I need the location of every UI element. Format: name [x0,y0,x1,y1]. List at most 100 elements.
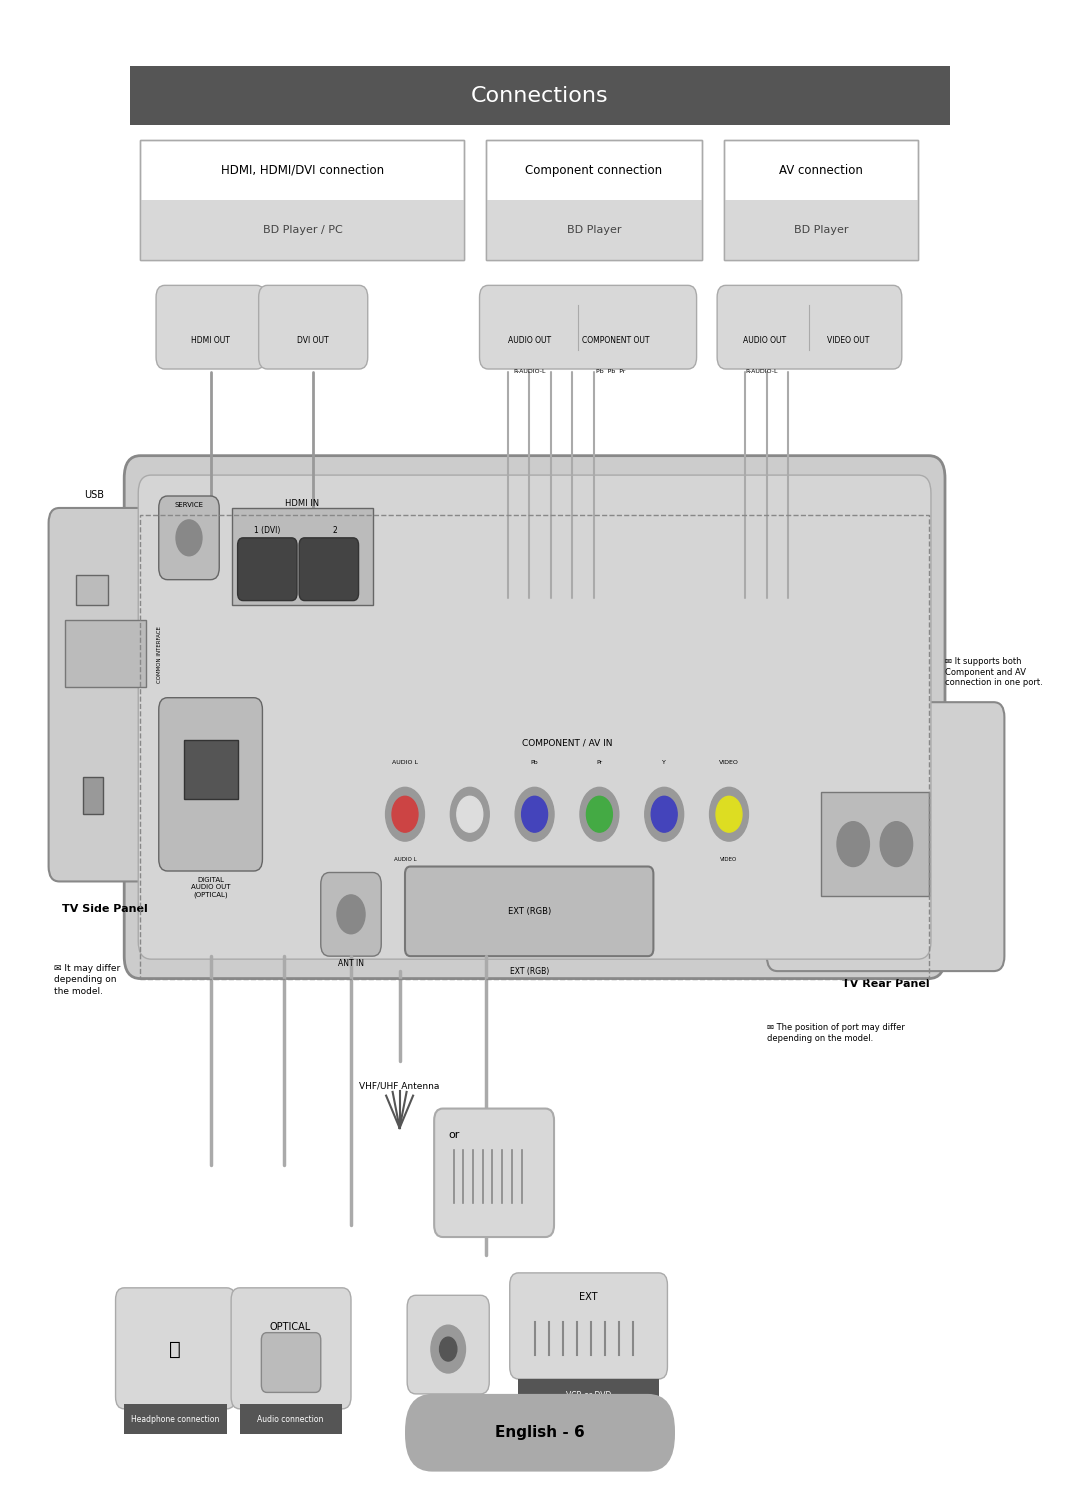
Text: Y: Y [662,760,666,765]
Bar [65,620,146,687]
Text: HDMI, HDMI/DVI connection: HDMI, HDMI/DVI connection [220,164,384,176]
Circle shape [392,796,418,832]
Circle shape [457,796,483,832]
Bar [486,140,702,260]
Text: COMMON INTERFACE: COMMON INTERFACE [157,626,162,683]
Text: 2: 2 [333,526,337,535]
Circle shape [515,787,554,841]
Bar [140,200,464,260]
FancyBboxPatch shape [159,698,262,871]
Text: DIGITAL
AUDIO OUT
(OPTICAL): DIGITAL AUDIO OUT (OPTICAL) [191,877,230,898]
Text: Connections: Connections [471,85,609,106]
Bar [518,1416,659,1449]
Bar [724,140,918,260]
Text: TV Side Panel: TV Side Panel [63,904,148,914]
Text: HDMI OUT: HDMI OUT [191,336,230,345]
Text: ✉ The position of port may differ
depending on the model.: ✉ The position of port may differ depend… [767,1023,905,1043]
Bar [124,1404,227,1434]
FancyBboxPatch shape [405,867,653,956]
Text: R-AUDIO-L: R-AUDIO-L [513,369,545,374]
Text: BD Player / PC: BD Player / PC [262,226,342,235]
Text: R-AUDIO-L: R-AUDIO-L [745,369,778,374]
Text: VIDEO OUT: VIDEO OUT [826,336,869,345]
Text: COMPONENT OUT: COMPONENT OUT [582,336,649,345]
Circle shape [580,787,619,841]
Bar [240,1404,342,1434]
Bar [140,515,929,979]
FancyBboxPatch shape [434,1109,554,1237]
Text: ✉ It may differ
depending on
the model.: ✉ It may differ depending on the model. [54,964,120,996]
Bar [140,140,464,260]
Text: AUDIO OUT: AUDIO OUT [508,336,551,345]
Text: AUDIO L: AUDIO L [392,760,418,765]
Circle shape [440,1337,457,1361]
Circle shape [337,895,365,934]
Circle shape [651,796,677,832]
Text: USB: USB [84,490,105,500]
Bar [518,1379,659,1412]
Circle shape [645,787,684,841]
Circle shape [431,1325,465,1373]
Text: TV Rear Panel: TV Rear Panel [841,979,930,989]
Text: SCART connection: SCART connection [554,1428,623,1437]
Bar [83,777,103,814]
Circle shape [837,822,869,867]
FancyBboxPatch shape [49,508,162,881]
Text: ANT IN: ANT IN [338,959,364,968]
Text: Pb: Pb [530,760,539,765]
FancyBboxPatch shape [261,1333,321,1392]
FancyBboxPatch shape [717,285,902,369]
Text: VCR or DVD: VCR or DVD [566,1391,611,1400]
Text: 🎧: 🎧 [170,1340,180,1358]
Text: 1 (DVI): 1 (DVI) [254,526,280,535]
Circle shape [450,787,489,841]
Bar [486,140,702,260]
FancyBboxPatch shape [231,1288,351,1409]
Circle shape [716,796,742,832]
Text: OPTICAL: OPTICAL [270,1322,311,1333]
Circle shape [880,822,913,867]
Text: SERVICE: SERVICE [175,502,203,508]
Bar [140,140,464,260]
FancyBboxPatch shape [116,1288,235,1409]
Text: Pr: Pr [596,760,603,765]
Text: EXT (RGB): EXT (RGB) [508,907,551,916]
Bar [821,792,929,896]
Bar [724,140,918,260]
FancyBboxPatch shape [321,872,381,956]
Circle shape [586,796,612,832]
FancyBboxPatch shape [259,285,367,369]
Text: Headphone connection: Headphone connection [131,1415,219,1424]
Bar [130,66,950,125]
Text: EXT (RGB): EXT (RGB) [510,967,549,976]
Text: VIDEO: VIDEO [719,760,739,765]
Text: EXT: EXT [579,1292,598,1303]
FancyBboxPatch shape [405,1394,675,1472]
Text: VIDEO: VIDEO [720,856,738,862]
Text: COMPONENT / AV IN: COMPONENT / AV IN [522,738,612,747]
Text: Audio connection: Audio connection [257,1415,324,1424]
Text: DVI OUT: DVI OUT [297,336,329,345]
Text: Pb  Pb  Pr: Pb Pb Pr [595,369,625,374]
Text: AV connection: AV connection [779,164,863,176]
Text: BD Player: BD Player [567,226,621,235]
Bar [724,200,918,260]
Circle shape [710,787,748,841]
FancyBboxPatch shape [767,702,1004,971]
Bar [486,200,702,260]
Circle shape [176,520,202,556]
Text: Component connection: Component connection [526,164,662,176]
Text: Cable: Cable [435,1400,461,1409]
Text: English - 6: English - 6 [495,1425,585,1440]
FancyBboxPatch shape [480,285,697,369]
FancyBboxPatch shape [299,538,359,601]
Circle shape [386,787,424,841]
Bar [76,575,108,605]
Text: BD Player: BD Player [794,226,848,235]
Text: AUDIO L: AUDIO L [394,856,416,862]
FancyBboxPatch shape [159,496,219,580]
Bar [184,740,238,799]
FancyBboxPatch shape [238,538,297,601]
Circle shape [522,796,548,832]
Text: or: or [448,1131,459,1140]
